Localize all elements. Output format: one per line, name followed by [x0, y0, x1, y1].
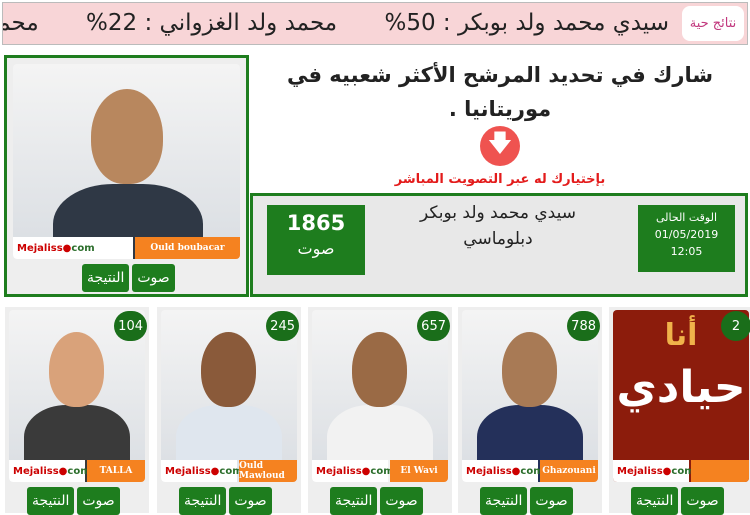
- candidate-name: سيدي محمد ولد بوبكر: [420, 203, 576, 223]
- live-results-label: نتائج حية: [682, 6, 744, 41]
- vote-count-badge: 2: [721, 311, 750, 341]
- vote-count-box: 1865 صوت: [267, 205, 365, 275]
- vote-unit: صوت: [297, 239, 335, 258]
- candidate-tag: [691, 460, 749, 482]
- vote-button[interactable]: صوت: [77, 487, 120, 515]
- candidate-photo: Mejaliss ● com Ould boubacar: [13, 64, 240, 259]
- vote-button[interactable]: صوت: [530, 487, 573, 515]
- candidate-name-block: سيدي محمد ولد بوبكر دبلوماسي: [373, 200, 623, 252]
- mejaliss-logo: Mejaliss●com: [462, 460, 544, 482]
- neutral-text: أنا: [664, 318, 698, 353]
- candidate-photo: Mejaliss● com Ould Mawloud: [161, 310, 297, 482]
- candidate-photo: Mejaliss● com El Wavi: [312, 310, 448, 482]
- time-value: 12:05: [670, 245, 703, 258]
- page-headline: شارك في تحديد المرشح الأكثر شعبيه في مور…: [287, 63, 713, 121]
- candidate-card: 788 Mejaliss● com Ghazouani صوت النتيجة: [458, 307, 602, 515]
- mejaliss-logo: Mejaliss●com: [9, 460, 91, 482]
- candidate-card: 657 Mejaliss● com El Wavi صوت النتيجة: [308, 307, 452, 515]
- vote-button[interactable]: صوت: [681, 487, 724, 515]
- arrow-down-icon: 🡇: [480, 126, 520, 166]
- candidate-tag: Ould Mawloud: [239, 460, 297, 482]
- result-button[interactable]: النتيجة: [480, 487, 528, 515]
- vote-count: 1865: [286, 211, 346, 235]
- time-label: الوقت الحالى: [655, 211, 718, 224]
- vote-count-badge: 788: [567, 311, 600, 341]
- mejaliss-logo: Mejaliss●com: [13, 237, 133, 259]
- ticker-item: محمد ولد الغزواني : 22%: [86, 10, 338, 36]
- candidate-tag: Ould boubacar: [135, 237, 240, 259]
- result-button[interactable]: النتيجة: [179, 487, 227, 515]
- current-time-box: الوقت الحالى 01/05/2019 12:05: [638, 205, 735, 272]
- ticker-item: محمد: [3, 10, 39, 36]
- featured-candidate-card: Mejaliss ● com Ould boubacar صوت النتيجة: [4, 55, 249, 297]
- ticker-item: سيدي محمد ولد بوبكر : 50%: [384, 10, 669, 36]
- candidate-tag: El Wavi: [390, 460, 448, 482]
- vote-count-badge: 245: [266, 311, 299, 341]
- vote-button[interactable]: صوت: [380, 487, 423, 515]
- selected-candidate-info: 1865 صوت سيدي محمد ولد بوبكر دبلوماسي ال…: [250, 193, 748, 297]
- mejaliss-logo: Mejaliss●com: [312, 460, 394, 482]
- candidate-card: 245 Mejaliss● com Ould Mawloud صوت النتيج…: [157, 307, 301, 515]
- vote-count-badge: 657: [417, 311, 450, 341]
- result-button[interactable]: النتيجة: [27, 487, 75, 515]
- vote-button[interactable]: صوت: [132, 264, 175, 292]
- neutral-text: حيادي: [616, 362, 746, 413]
- candidate-tag: Ghazouani: [540, 460, 598, 482]
- result-button[interactable]: النتيجة: [631, 487, 679, 515]
- instruction-text: بإختيارك له عبر التصويت المباشر: [394, 172, 606, 187]
- candidate-photo: Mejaliss● com Ghazouani: [462, 310, 598, 482]
- vote-count-badge: 104: [114, 311, 147, 341]
- vote-button[interactable]: صوت: [229, 487, 272, 515]
- candidate-card: 2 أنا حيادي Mejaliss● com صوت النتيجة: [609, 307, 750, 515]
- neutral-option-image: أنا حيادي Mejaliss● com: [613, 310, 749, 482]
- result-button[interactable]: النتيجة: [330, 487, 378, 515]
- ticker-scroll: سيدي محمد ولد بوبكر : 50% محمد ولد الغزو…: [3, 7, 669, 39]
- live-results-ticker: نتائج حية سيدي محمد ولد بوبكر : 50% محمد…: [2, 2, 748, 45]
- candidate-card: 104 Mejaliss● com TALLA صوت النتيجة: [5, 307, 149, 515]
- candidate-title: دبلوماسي: [463, 229, 533, 249]
- candidate-tag: TALLA: [87, 460, 145, 482]
- mejaliss-logo: Mejaliss●com: [613, 460, 695, 482]
- date-value: 01/05/2019: [654, 228, 719, 241]
- result-button[interactable]: النتيجة: [82, 264, 130, 292]
- mejaliss-logo: Mejaliss●com: [161, 460, 243, 482]
